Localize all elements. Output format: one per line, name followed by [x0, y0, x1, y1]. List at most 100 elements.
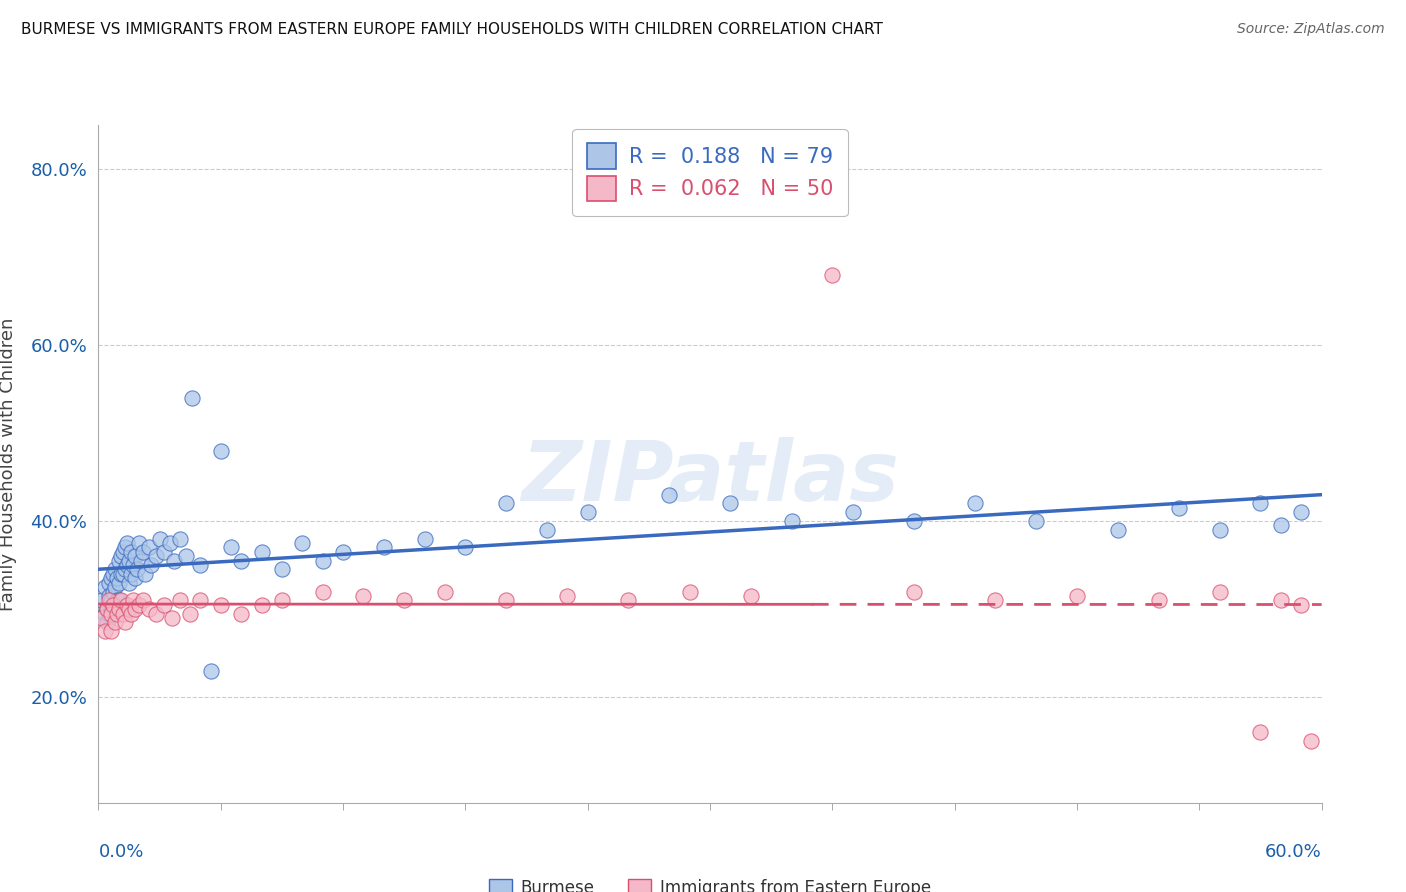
Point [536, 523, 558, 537]
Point [111, 607, 134, 621]
Legend: Burmese, Immigrants from Eastern Europe: Burmese, Immigrants from Eastern Europe [482, 872, 938, 892]
Point [312, 554, 335, 568]
Point [434, 584, 457, 599]
Point [104, 615, 127, 630]
Point [104, 580, 127, 594]
Point [129, 554, 152, 568]
Point [124, 549, 146, 564]
Point [97, 589, 120, 603]
Point [181, 391, 204, 405]
Point [132, 545, 155, 559]
Point [101, 584, 124, 599]
Point [93, 580, 115, 594]
Point [114, 541, 136, 555]
Point [231, 607, 253, 621]
Point [270, 593, 294, 607]
Point [105, 571, 128, 585]
Point [118, 554, 141, 568]
Text: 60.0%: 60.0% [1265, 844, 1322, 862]
Point [118, 602, 141, 616]
Point [1107, 523, 1129, 537]
Point [821, 268, 844, 282]
Point [91, 611, 114, 625]
Point [250, 598, 273, 612]
Point [169, 593, 191, 607]
Point [1249, 725, 1271, 739]
Point [1249, 496, 1271, 510]
Point [1291, 505, 1313, 519]
Point [209, 598, 232, 612]
Point [120, 545, 142, 559]
Point [111, 545, 134, 559]
Point [163, 554, 186, 568]
Point [159, 536, 181, 550]
Point [100, 624, 122, 639]
Point [658, 488, 681, 502]
Point [96, 615, 118, 630]
Point [115, 536, 138, 550]
Text: 0.0%: 0.0% [98, 844, 143, 862]
Point [108, 602, 131, 616]
Point [1209, 523, 1232, 537]
Point [100, 607, 122, 621]
Point [132, 593, 155, 607]
Point [188, 593, 212, 607]
Point [617, 593, 640, 607]
Point [105, 593, 128, 607]
Point [780, 514, 803, 528]
Point [93, 624, 115, 639]
Point [127, 562, 149, 576]
Text: Source: ZipAtlas.com: Source: ZipAtlas.com [1237, 22, 1385, 37]
Point [718, 496, 742, 510]
Point [392, 593, 416, 607]
Point [312, 584, 335, 599]
Point [149, 532, 172, 546]
Point [100, 593, 122, 607]
Point [495, 593, 517, 607]
Point [454, 541, 477, 555]
Point [96, 602, 118, 616]
Point [108, 593, 131, 607]
Point [1209, 584, 1232, 599]
Point [115, 598, 138, 612]
Point [105, 607, 128, 621]
Point [124, 571, 146, 585]
Point [200, 664, 222, 678]
Point [122, 558, 145, 573]
Point [97, 575, 120, 590]
Point [250, 545, 273, 559]
Point [120, 607, 142, 621]
Point [96, 602, 118, 616]
Point [128, 598, 150, 612]
Point [110, 566, 132, 581]
Point [101, 566, 124, 581]
Point [111, 566, 134, 581]
Point [114, 615, 136, 630]
Point [984, 593, 1007, 607]
Point [104, 562, 127, 576]
Point [219, 541, 242, 555]
Point [152, 545, 174, 559]
Point [555, 589, 579, 603]
Point [91, 593, 114, 607]
Point [169, 532, 191, 546]
Point [291, 536, 314, 550]
Text: BURMESE VS IMMIGRANTS FROM EASTERN EUROPE FAMILY HOUSEHOLDS WITH CHILDREN CORREL: BURMESE VS IMMIGRANTS FROM EASTERN EUROP… [21, 22, 883, 37]
Point [110, 593, 132, 607]
Point [209, 443, 232, 458]
Point [1066, 589, 1088, 603]
Point [138, 602, 160, 616]
Point [93, 607, 115, 621]
Point [145, 607, 167, 621]
Point [352, 589, 374, 603]
Y-axis label: Family Households with Children: Family Households with Children [0, 318, 17, 610]
Point [145, 549, 167, 564]
Point [1301, 734, 1323, 748]
Point [270, 562, 294, 576]
Point [134, 566, 156, 581]
Point [179, 607, 201, 621]
Text: ZIPatlas: ZIPatlas [522, 437, 898, 518]
Point [495, 496, 517, 510]
Point [97, 607, 120, 621]
Point [1270, 593, 1292, 607]
